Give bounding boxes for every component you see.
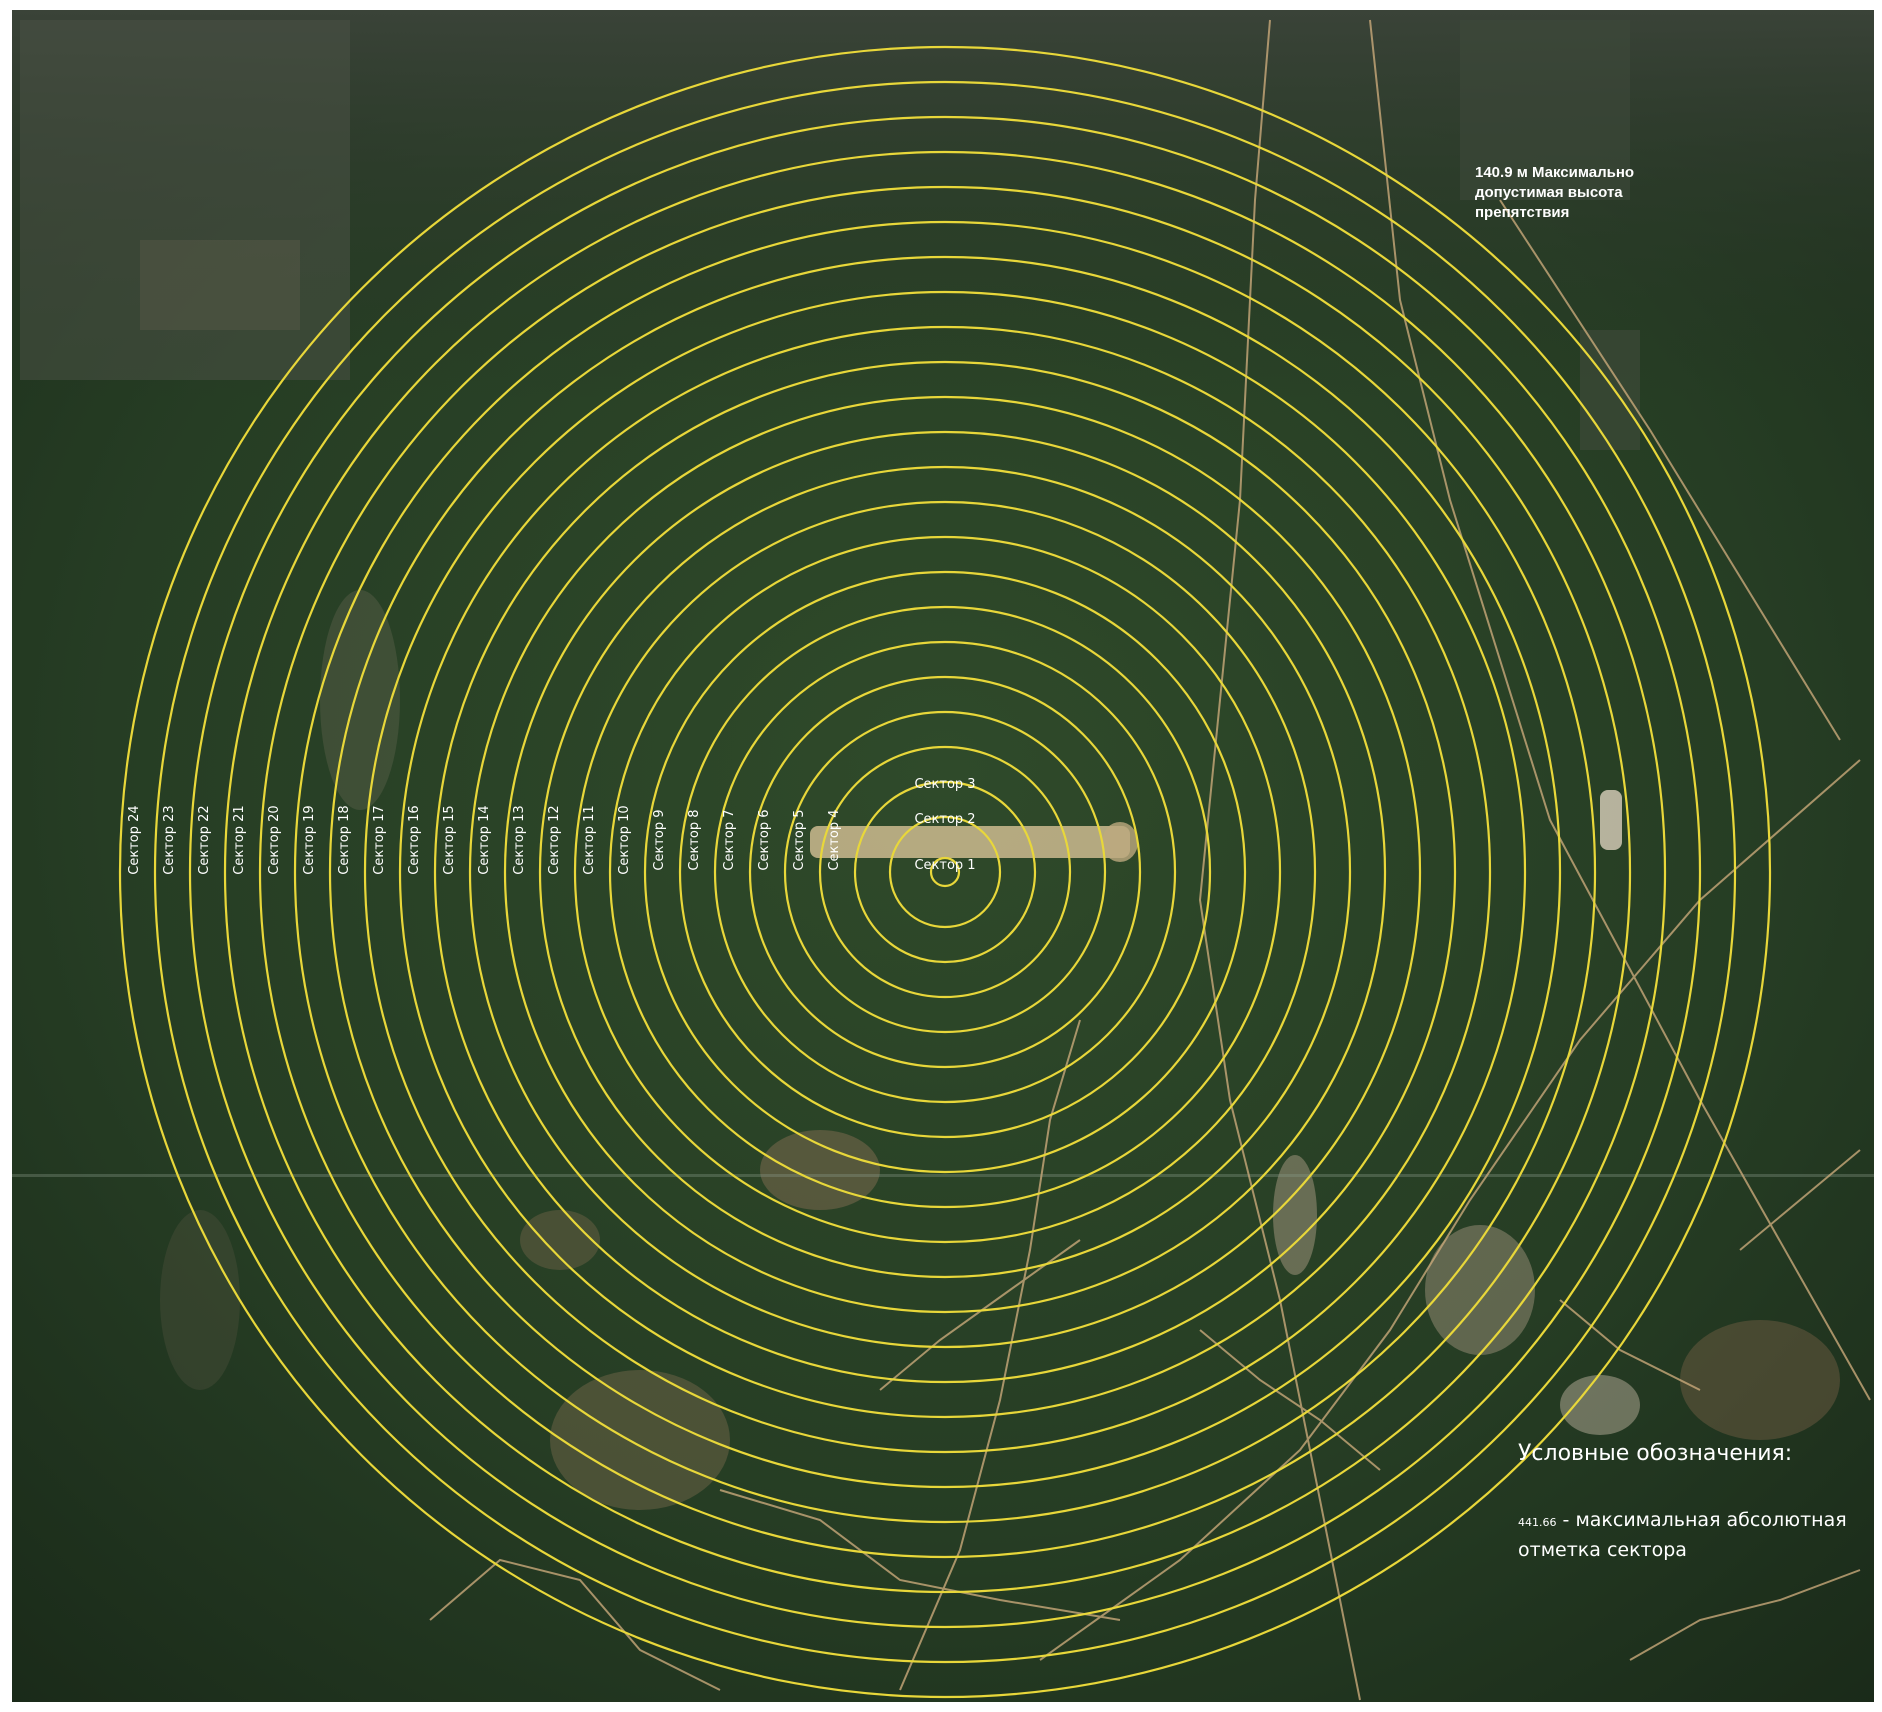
max-height-note-line-3: препятствия [1475,204,1569,221]
sector-ring-6 [748,675,1142,1069]
legend-title: Условные обозначения: [1518,1441,1792,1466]
sector-ring-23 [153,80,1737,1664]
sector-ring-13 [503,430,1387,1314]
sector-ring-21 [223,150,1667,1594]
sector-ring-15 [433,360,1457,1384]
sector-ring-12 [538,465,1352,1279]
sector-label-18: Сектор 18 [337,805,352,874]
sector-label-4: Сектор 4 [827,809,842,870]
sector-label-15: Сектор 15 [442,805,457,874]
sector-label-1: Сектор 1 [914,858,975,873]
sector-ring-1 [929,856,961,888]
sector-rings [118,45,1772,1699]
legend-description-line-1: максимальная абсолютная [1575,1509,1846,1531]
sector-ring-3 [853,780,1037,964]
sector-label-13: Сектор 13 [512,805,527,874]
max-height-note-line-1: 140.9 м Максимально [1475,164,1634,181]
sector-ring-18 [328,255,1562,1489]
sector-label-3: Сектор 3 [914,777,975,792]
sector-ring-4 [818,745,1072,999]
sector-ring-16 [398,325,1492,1419]
sector-ring-17 [363,290,1527,1454]
sector-ring-19 [293,220,1597,1524]
sector-label-7: Сектор 7 [722,809,737,870]
sector-label-11: Сектор 11 [582,805,597,874]
road-network [429,19,1871,1701]
sector-ring-5 [783,710,1107,1034]
legend-separator: - [1557,1509,1576,1531]
legend-value: 441.66 [1518,1516,1557,1529]
max-height-note: 140.9 м Максимально допустимая высота пр… [1475,164,1634,221]
sector-ring-10 [608,535,1282,1209]
sector-ring-22 [188,115,1702,1629]
sector-label-5: Сектор 5 [792,809,807,870]
legend-description-line-2: отметка сектора [1518,1539,1687,1561]
sector-label-8: Сектор 8 [687,809,702,870]
sector-label-21: Сектор 21 [232,805,247,874]
sector-label-14: Сектор 14 [477,805,492,874]
sector-label-19: Сектор 19 [302,805,317,874]
legend-entry: 441.66 - максимальная абсолютная [1518,1509,1847,1531]
sector-label-6: Сектор 6 [757,809,772,870]
sector-label-2: Сектор 2 [914,812,975,827]
sector-ring-2 [888,815,1002,929]
max-height-note-line-2: допустимая высота [1475,184,1623,201]
legend: Условные обозначения: 441.66 - максималь… [1518,1441,1847,1561]
sector-label-22: Сектор 22 [197,805,212,874]
sector-ring-14 [468,395,1422,1349]
sector-label-16: Сектор 16 [407,805,422,874]
sector-labels: Сектор 1 Сектор 2 Сектор 3 Сектор 4 Сектор 5… [127,777,976,875]
sector-ring-9 [643,570,1247,1174]
sector-label-9: Сектор 9 [652,809,667,870]
sector-ring-7 [713,640,1177,1104]
sector-ring-8 [678,605,1212,1139]
sector-ring-24 [118,45,1772,1699]
sector-ring-20 [258,185,1632,1559]
sector-ring-11 [573,500,1317,1244]
sector-label-12: Сектор 12 [547,805,562,874]
sector-label-23: Сектор 23 [162,805,177,874]
sector-label-10: Сектор 10 [617,805,632,874]
sector-label-17: Сектор 17 [372,805,387,874]
sector-label-24: Сектор 24 [127,805,142,874]
sector-label-20: Сектор 20 [267,805,282,874]
